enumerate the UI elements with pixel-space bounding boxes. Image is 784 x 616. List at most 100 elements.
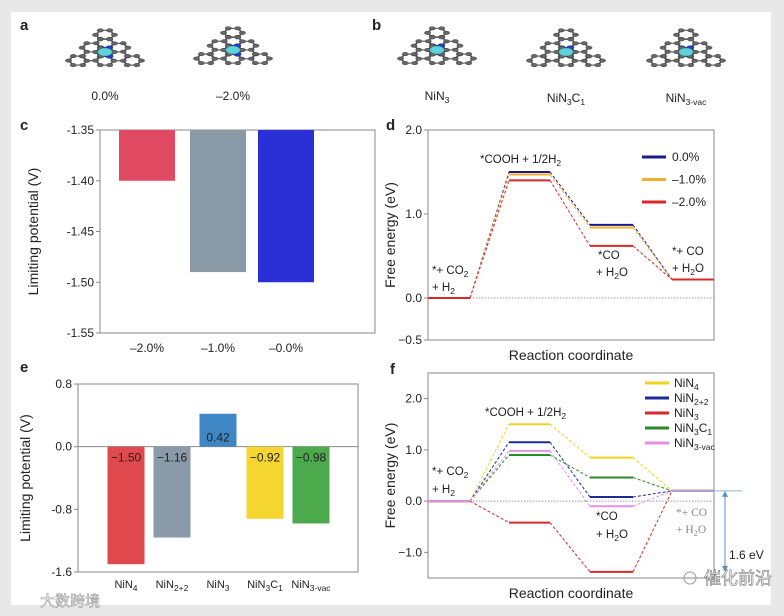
carbon-atom <box>567 28 575 33</box>
carbon-atom <box>544 49 552 54</box>
structure-label-part: C <box>572 91 581 105</box>
legend-label-part: 3-vac <box>694 442 716 452</box>
carbon-atom <box>465 52 473 56</box>
step-annotation-part: *COOH + 1/2H <box>480 154 556 166</box>
carbon-atom <box>220 39 228 44</box>
carbon-atom <box>119 41 127 46</box>
step-annotation: *+ CO <box>672 246 704 258</box>
carbon-atom <box>692 32 699 37</box>
carbon-atom <box>673 58 681 63</box>
chart-e-plot-area <box>77 383 359 573</box>
carbon-atom <box>571 58 579 63</box>
y-tick-label: -1.45 <box>67 225 95 239</box>
step-annotation: *COOH + 1/2H2 <box>485 407 566 421</box>
carbon-atom <box>660 63 668 67</box>
transition-line <box>632 224 673 280</box>
structure-label: NiN3 <box>425 89 450 105</box>
bar-value-label: −1.16 <box>157 451 188 465</box>
bar-0 <box>107 446 145 565</box>
x-tick-label-part: NiN <box>247 579 265 591</box>
transition-line <box>632 227 673 280</box>
nickel-atom <box>225 45 241 55</box>
y-tick-label: 0.0 <box>405 291 422 305</box>
carbon-atom <box>415 39 423 44</box>
carbon-atom <box>526 58 533 63</box>
carbon-atom <box>123 63 131 67</box>
carbon-atom <box>69 63 77 67</box>
transition-line <box>469 441 510 502</box>
carbon-atom <box>247 39 255 44</box>
chart-f-x-axis-label: Reaction coordinate <box>509 585 634 601</box>
chart-c-y-axis-label: Limiting potential (V) <box>25 168 41 296</box>
x-tick-label: –1.0% <box>201 341 235 355</box>
carbon-atom <box>580 58 588 63</box>
x-tick-label-part: NiN <box>156 579 174 591</box>
y-tick-label: 2.0 <box>405 392 422 406</box>
step-annotation: *CO <box>596 511 618 523</box>
chart-d-y-axis-label: Free energy (eV) <box>382 182 398 288</box>
step-annotation: *COOH + 1/2H2 <box>480 154 561 168</box>
step-annotation-part: 2 <box>556 158 561 168</box>
structure-label: NiN3-vac <box>666 91 708 107</box>
carbon-atom <box>650 54 658 58</box>
carbon-atom <box>251 61 259 65</box>
carbon-atom <box>415 47 423 52</box>
y-tick-label: 1.0 <box>405 207 422 221</box>
step-annotation-part: + H <box>596 267 614 279</box>
carbon-atom <box>428 26 436 31</box>
carbon-atom <box>567 63 575 67</box>
arrow-head-up <box>722 490 728 497</box>
carbon-atom <box>410 43 418 48</box>
panel-label-d: d <box>386 117 395 134</box>
carbon-atom <box>239 30 246 35</box>
carbon-atom <box>220 56 228 61</box>
transition-line <box>549 423 591 458</box>
step-annotation: *CO <box>598 250 620 262</box>
transition-line <box>632 490 673 498</box>
carbon-atom <box>211 39 219 44</box>
carbon-atom <box>397 56 404 61</box>
carbon-atom <box>664 49 672 54</box>
legend-label-part: 3 <box>694 427 699 437</box>
carbon-atom <box>659 45 667 50</box>
carbon-atom <box>119 49 127 54</box>
structure-label-part: NiN <box>666 91 686 105</box>
structure-b-nin3 <box>397 26 477 65</box>
y-tick-label: −0.5 <box>398 333 422 347</box>
y-tick-label: -1.55 <box>67 326 95 340</box>
carbon-atom <box>411 61 419 65</box>
carbon-atom <box>540 54 548 58</box>
step-annotation-part: O <box>619 267 628 279</box>
legend-label-part: C <box>699 421 708 435</box>
carbon-atom <box>96 28 104 33</box>
carbon-atom <box>92 41 100 46</box>
panel-label-c: c <box>20 117 28 134</box>
legend-label-part: 3 <box>694 412 699 422</box>
carbon-atom <box>251 52 259 56</box>
structure-label-part: 3 <box>567 97 572 107</box>
transition-line <box>549 450 591 507</box>
carbon-atom <box>599 58 606 63</box>
legend-label-part: NiN <box>674 436 694 450</box>
carbon-atom <box>111 32 118 37</box>
transition-line <box>549 174 591 228</box>
watermark-left: 大数跨境 <box>40 592 100 610</box>
chart-d-plot-area <box>427 129 715 341</box>
step-annotation-part: 2 <box>450 488 455 498</box>
legend-label-part: NiN <box>674 406 694 420</box>
y-tick-label: 0.0 <box>55 440 72 454</box>
carbon-atom <box>197 52 205 56</box>
legend-label-part: NiN <box>674 376 694 390</box>
step-annotation-part: *COOH + 1/2H <box>485 407 561 419</box>
step-annotation-part: + H <box>672 263 690 275</box>
carbon-atom <box>234 61 242 65</box>
carbon-atom <box>438 61 446 65</box>
step-annotation-part: *CO <box>598 250 620 262</box>
carbon-atom <box>266 56 273 61</box>
structure-a-0pct <box>65 28 145 67</box>
carbon-atom <box>79 63 87 67</box>
carbon-atom <box>584 54 592 58</box>
carbon-atom <box>664 58 672 63</box>
carbon-atom <box>247 56 255 61</box>
